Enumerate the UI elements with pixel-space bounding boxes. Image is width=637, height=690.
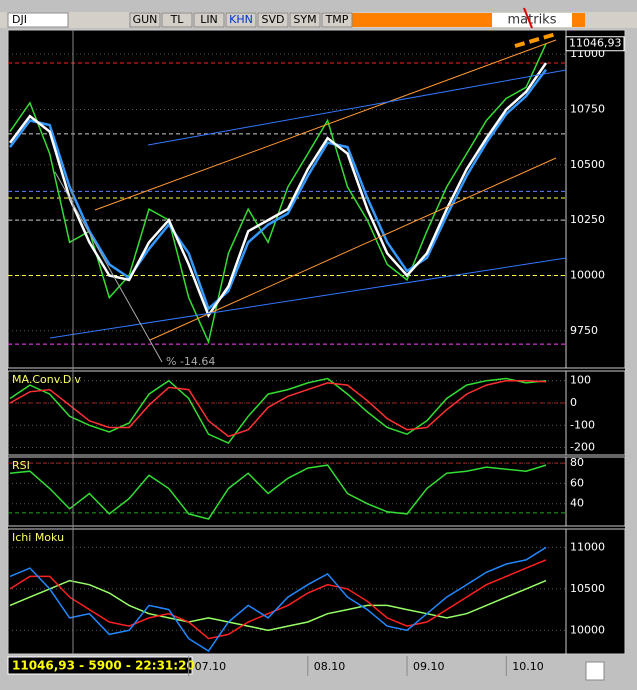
trend-lines	[49, 7, 567, 654]
y-tick-label: 60	[570, 476, 584, 489]
chart-area	[8, 30, 625, 654]
toolbar-button[interactable]	[129, 12, 161, 28]
series-line	[9, 377, 547, 445]
series-line	[9, 546, 547, 653]
y-tick-label: -200	[570, 441, 595, 454]
toolbar-button-label: GUN	[133, 13, 158, 26]
toolbar-button[interactable]	[225, 12, 257, 28]
toolbar-button[interactable]	[161, 12, 193, 28]
y-tick-label: 80	[570, 456, 584, 469]
last-value-label: 11046,93	[569, 37, 622, 50]
axis-frame	[565, 528, 626, 655]
refresh-button[interactable]	[585, 661, 605, 681]
toolbar-button-label: TMP	[325, 13, 349, 26]
trend-line	[149, 157, 557, 341]
panel-title: Ichi Moku	[12, 531, 64, 544]
trend-line	[94, 39, 557, 211]
y-tick-label: 0	[570, 396, 577, 409]
symbol: DJI	[12, 13, 27, 26]
symbol-box	[7, 12, 69, 28]
y-tick-label: 10250	[570, 213, 605, 226]
y-tick-label: 100	[570, 374, 591, 387]
panel-title: RSI	[12, 459, 30, 472]
y-tick-label: 10750	[570, 102, 605, 115]
x-tick-label: 07.10	[195, 660, 227, 673]
annotation: % -14.64	[166, 355, 215, 368]
axis-frame	[565, 456, 626, 527]
arrow	[523, 7, 533, 29]
series-line	[9, 559, 547, 640]
y-tick-label: 10500	[570, 158, 605, 171]
toolbar-button-label: LIN	[200, 13, 218, 26]
axis-frame	[565, 370, 626, 456]
series-line	[8, 68, 548, 311]
series-line	[8, 62, 548, 318]
y-tick-label: -100	[570, 418, 595, 431]
trend-line	[147, 69, 567, 146]
y-tick-label: 40	[570, 497, 584, 510]
series-line	[9, 379, 547, 438]
last-value-box	[565, 36, 625, 52]
toolbar-button[interactable]	[257, 12, 289, 28]
series-line	[9, 464, 547, 520]
toolbar-button-label: SYM	[293, 13, 316, 26]
highlight-mark	[514, 32, 557, 48]
axis-frame	[565, 29, 626, 369]
status-box	[7, 656, 193, 675]
y-tick-label: 10000	[570, 268, 605, 281]
series-line	[9, 579, 547, 632]
status: 11046,93 - 5900 - 22:31:20	[12, 659, 195, 673]
y-tick-label: 10500	[570, 582, 605, 595]
x-tick-label: 09.10	[413, 660, 445, 673]
trend-line	[49, 257, 567, 339]
brand: matriks	[508, 13, 557, 28]
toolbar-button[interactable]	[193, 12, 225, 28]
x-tick-label: 10.10	[512, 660, 544, 673]
y-tick-label: 9750	[570, 324, 598, 337]
panel-title: MA.Conv.Div	[12, 373, 81, 386]
brand-box	[492, 13, 572, 27]
toolbar-button[interactable]	[321, 12, 353, 28]
y-tick-label: 11000	[570, 540, 605, 553]
toolbar-button-label: SVD	[262, 13, 285, 26]
toolbar-button-label: KHN	[229, 13, 253, 26]
toolbar-button-label: TL	[170, 13, 185, 26]
y-tick-label: 10000	[570, 623, 605, 636]
x-tick-label: 08.10	[314, 660, 346, 673]
toolbar-button[interactable]	[289, 12, 321, 28]
